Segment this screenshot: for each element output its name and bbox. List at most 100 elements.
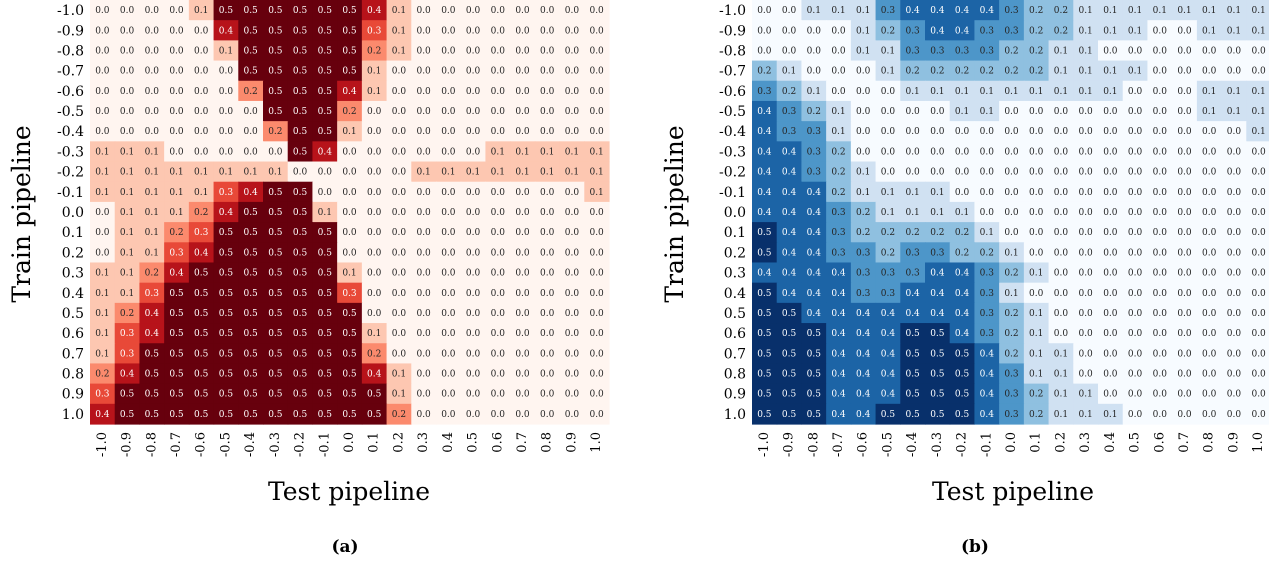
cell-value-label-b: 0.3 [782,127,797,137]
x-tick-label-b: -0.1 [979,432,994,457]
cell-value-label-a: 0.1 [95,188,109,198]
heatmap-cell-a [213,20,239,41]
heatmap-cell-a [534,242,561,264]
cell-value-label-b: 0.0 [1103,147,1118,157]
cell-value-label-b: 0.1 [1029,349,1043,359]
cell-value-label-a: 0.0 [565,6,580,16]
cell-value-label-b: 0.0 [1103,309,1118,319]
heatmap-cell-a [510,363,536,385]
heatmap-cell-a [485,100,511,122]
cell-value-label-a: 0.0 [392,329,407,339]
cell-value-label-a: 0.0 [540,349,555,359]
cell-value-label-a: 0.0 [540,248,555,258]
heatmap-cell-a [361,20,388,41]
heatmap-cell-a [584,343,610,365]
heatmap-cell-b [1122,0,1149,21]
cell-value-label-a: 0.5 [243,67,258,77]
cell-value-label-a: 0.2 [243,87,257,97]
cell-value-label-b: 0.3 [1004,26,1019,36]
y-tick-label-a: -0.2 [57,165,84,181]
cell-value-label-b: 0.4 [782,228,797,238]
heatmap-cell-a [510,242,536,264]
heatmap-cell-a [287,20,314,41]
cell-value-label-a: 0.0 [219,127,234,137]
cell-value-label-b: 0.2 [955,228,969,238]
cell-value-label-b: 0.0 [955,127,970,137]
cell-value-label-b: 0.4 [856,329,871,339]
cell-value-label-a: 0.0 [219,87,234,97]
cell-value-label-b: 0.0 [1153,26,1168,36]
cell-value-label-b: 0.4 [757,147,772,157]
cell-value-label-a: 0.0 [441,349,456,359]
heatmap-cell-a [114,201,141,223]
cell-value-label-b: 0.1 [1177,6,1191,16]
heatmap-cell-a [559,383,585,405]
heatmap-cell-a [263,302,289,324]
cell-value-label-b: 0.4 [930,6,945,16]
cell-value-label-a: 0.0 [342,228,357,238]
cell-value-label-a: 0.0 [540,410,555,420]
cell-value-label-a: 0.1 [392,370,406,380]
cell-value-label-b: 0.0 [1078,248,1093,258]
cell-value-label-a: 0.0 [441,269,456,279]
cell-value-label-a: 0.0 [95,127,110,137]
heatmap-cell-b [949,80,976,102]
cell-value-label-b: 0.3 [980,26,995,36]
cell-value-label-b: 0.1 [1128,26,1142,36]
cell-value-label-a: 0.2 [367,46,381,56]
heatmap-cell-a [90,343,116,365]
x-tick-label-a: -0.7 [169,432,184,457]
cell-value-label-b: 0.0 [1202,410,1217,420]
cell-value-label-a: 0.0 [416,410,431,420]
cell-value-label-a: 0.0 [169,87,184,97]
heatmap-cell-a [485,20,511,41]
cell-value-label-a: 0.5 [268,410,283,420]
cell-value-label-b: 0.0 [1128,390,1143,400]
cell-value-label-a: 0.0 [416,329,431,339]
heatmap-cell-a [312,181,338,203]
heatmap-cell-a [263,40,289,62]
cell-value-label-a: 0.5 [194,269,209,279]
cell-value-label-b: 0.0 [1078,370,1093,380]
cell-value-label-b: 0.0 [1177,248,1192,258]
cell-value-label-a: 0.0 [392,208,407,218]
cell-value-label-b: 0.1 [1078,26,1092,36]
y-tick-label-a: 0.5 [62,306,84,322]
heatmap-cell-a [485,80,511,102]
cell-value-label-a: 0.0 [194,147,209,157]
heatmap-cell-a [386,0,412,21]
heatmap-cell-a [584,262,610,284]
heatmap-cell-a [263,403,289,425]
heatmap-cell-a [164,161,190,183]
cell-value-label-b: 0.0 [1103,107,1118,117]
x-tick-label-a: -0.3 [268,432,283,457]
x-tick-label-b: -0.6 [856,432,871,457]
cell-value-label-a: 0.5 [268,269,283,279]
cell-value-label-b: 0.1 [1029,370,1043,380]
cell-value-label-b: 0.0 [905,107,920,117]
cell-value-label-b: 0.0 [831,87,846,97]
cell-value-label-a: 0.5 [194,289,209,299]
cell-value-label-b: 0.4 [831,269,846,279]
heatmap-cell-b [925,0,951,21]
cell-value-label-a: 0.5 [293,248,308,258]
heatmap-cell-a [312,20,338,41]
cell-value-label-a: 0.0 [466,410,481,420]
heatmap-cell-b [1023,60,1050,82]
x-tick-label-b: 1.0 [1251,432,1266,453]
heatmap-cell-a [559,60,585,82]
heatmap-cell-a [287,141,314,163]
cell-value-label-b: 0.5 [955,390,970,400]
cell-value-label-a: 0.0 [416,208,431,218]
heatmap-cell-a [114,222,141,243]
heatmap-cell-a [114,323,141,344]
cell-value-label-a: 0.1 [589,147,603,157]
cell-value-label-b: 0.3 [856,269,871,279]
heatmap-cell-a [90,282,116,304]
heatmap-cell-a [213,80,239,102]
heatmap-cell-a [263,141,289,163]
cell-value-label-b: 0.0 [1251,370,1266,380]
cell-value-label-a: 0.5 [268,228,283,238]
cell-value-label-a: 0.5 [243,410,258,420]
cell-value-label-b: 0.4 [930,309,945,319]
